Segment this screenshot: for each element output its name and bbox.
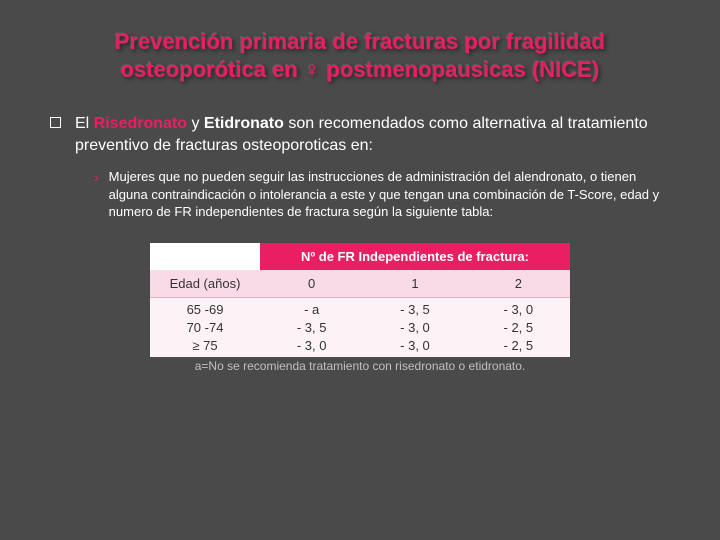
c1-1: - 3, 0 [367, 319, 462, 337]
risk-table-container: Nº de FR Independientes de fractura: Eda… [150, 243, 570, 373]
bullet-pre: El [75, 115, 94, 132]
bullet-mid: y [187, 115, 204, 132]
c2-2: - 2, 5 [471, 337, 566, 355]
table-footnote: a=No se recomienda tratamiento con rised… [150, 359, 570, 373]
c0-2: - 3, 0 [264, 337, 359, 355]
c2-1: - 2, 5 [471, 319, 566, 337]
age-0: 65 -69 [154, 301, 256, 319]
c1-0: - 3, 5 [367, 301, 462, 319]
sub-bullet: › Mujeres que no pueden seguir las instr… [94, 168, 670, 221]
c2-0: - 3, 0 [471, 301, 566, 319]
sub-bullet-text: Mujeres que no pueden seguir las instruc… [109, 168, 670, 221]
c1-2: - 3, 0 [367, 337, 462, 355]
table-blank-corner [150, 243, 260, 271]
c0-1: - 3, 5 [264, 319, 359, 337]
col-age: Edad (años) [150, 270, 260, 298]
bullet-main: El Risedronato y Etidronato son recomend… [50, 113, 670, 156]
table-data-row: 65 -69 70 -74 ≥ 75 - a - 3, 5 - 3, 0 - 3… [150, 298, 570, 357]
cell-c2: - 3, 0 - 2, 5 - 2, 5 [467, 298, 570, 357]
bullet-bold-2: Etidronato [204, 115, 284, 132]
col-1: 1 [363, 270, 466, 298]
table-header-top: Nº de FR Independientes de fractura: [260, 243, 570, 271]
slide: Prevención primaria de fracturas por fra… [0, 0, 720, 540]
risk-table: Nº de FR Independientes de fractura: Eda… [150, 243, 570, 357]
cell-c0: - a - 3, 5 - 3, 0 [260, 298, 363, 357]
bullet-text: El Risedronato y Etidronato son recomend… [75, 113, 670, 156]
table-header-row: Edad (años) 0 1 2 [150, 270, 570, 298]
col-0: 0 [260, 270, 363, 298]
age-2: ≥ 75 [154, 337, 256, 355]
bullet-highlight-1: Risedronato [94, 115, 187, 132]
c0-0: - a [264, 301, 359, 319]
cell-age: 65 -69 70 -74 ≥ 75 [150, 298, 260, 357]
col-2: 2 [467, 270, 570, 298]
square-bullet-icon [50, 117, 61, 128]
cell-c1: - 3, 5 - 3, 0 - 3, 0 [363, 298, 466, 357]
chevron-icon: › [94, 169, 99, 221]
slide-title: Prevención primaria de fracturas por fra… [50, 28, 670, 83]
age-1: 70 -74 [154, 319, 256, 337]
